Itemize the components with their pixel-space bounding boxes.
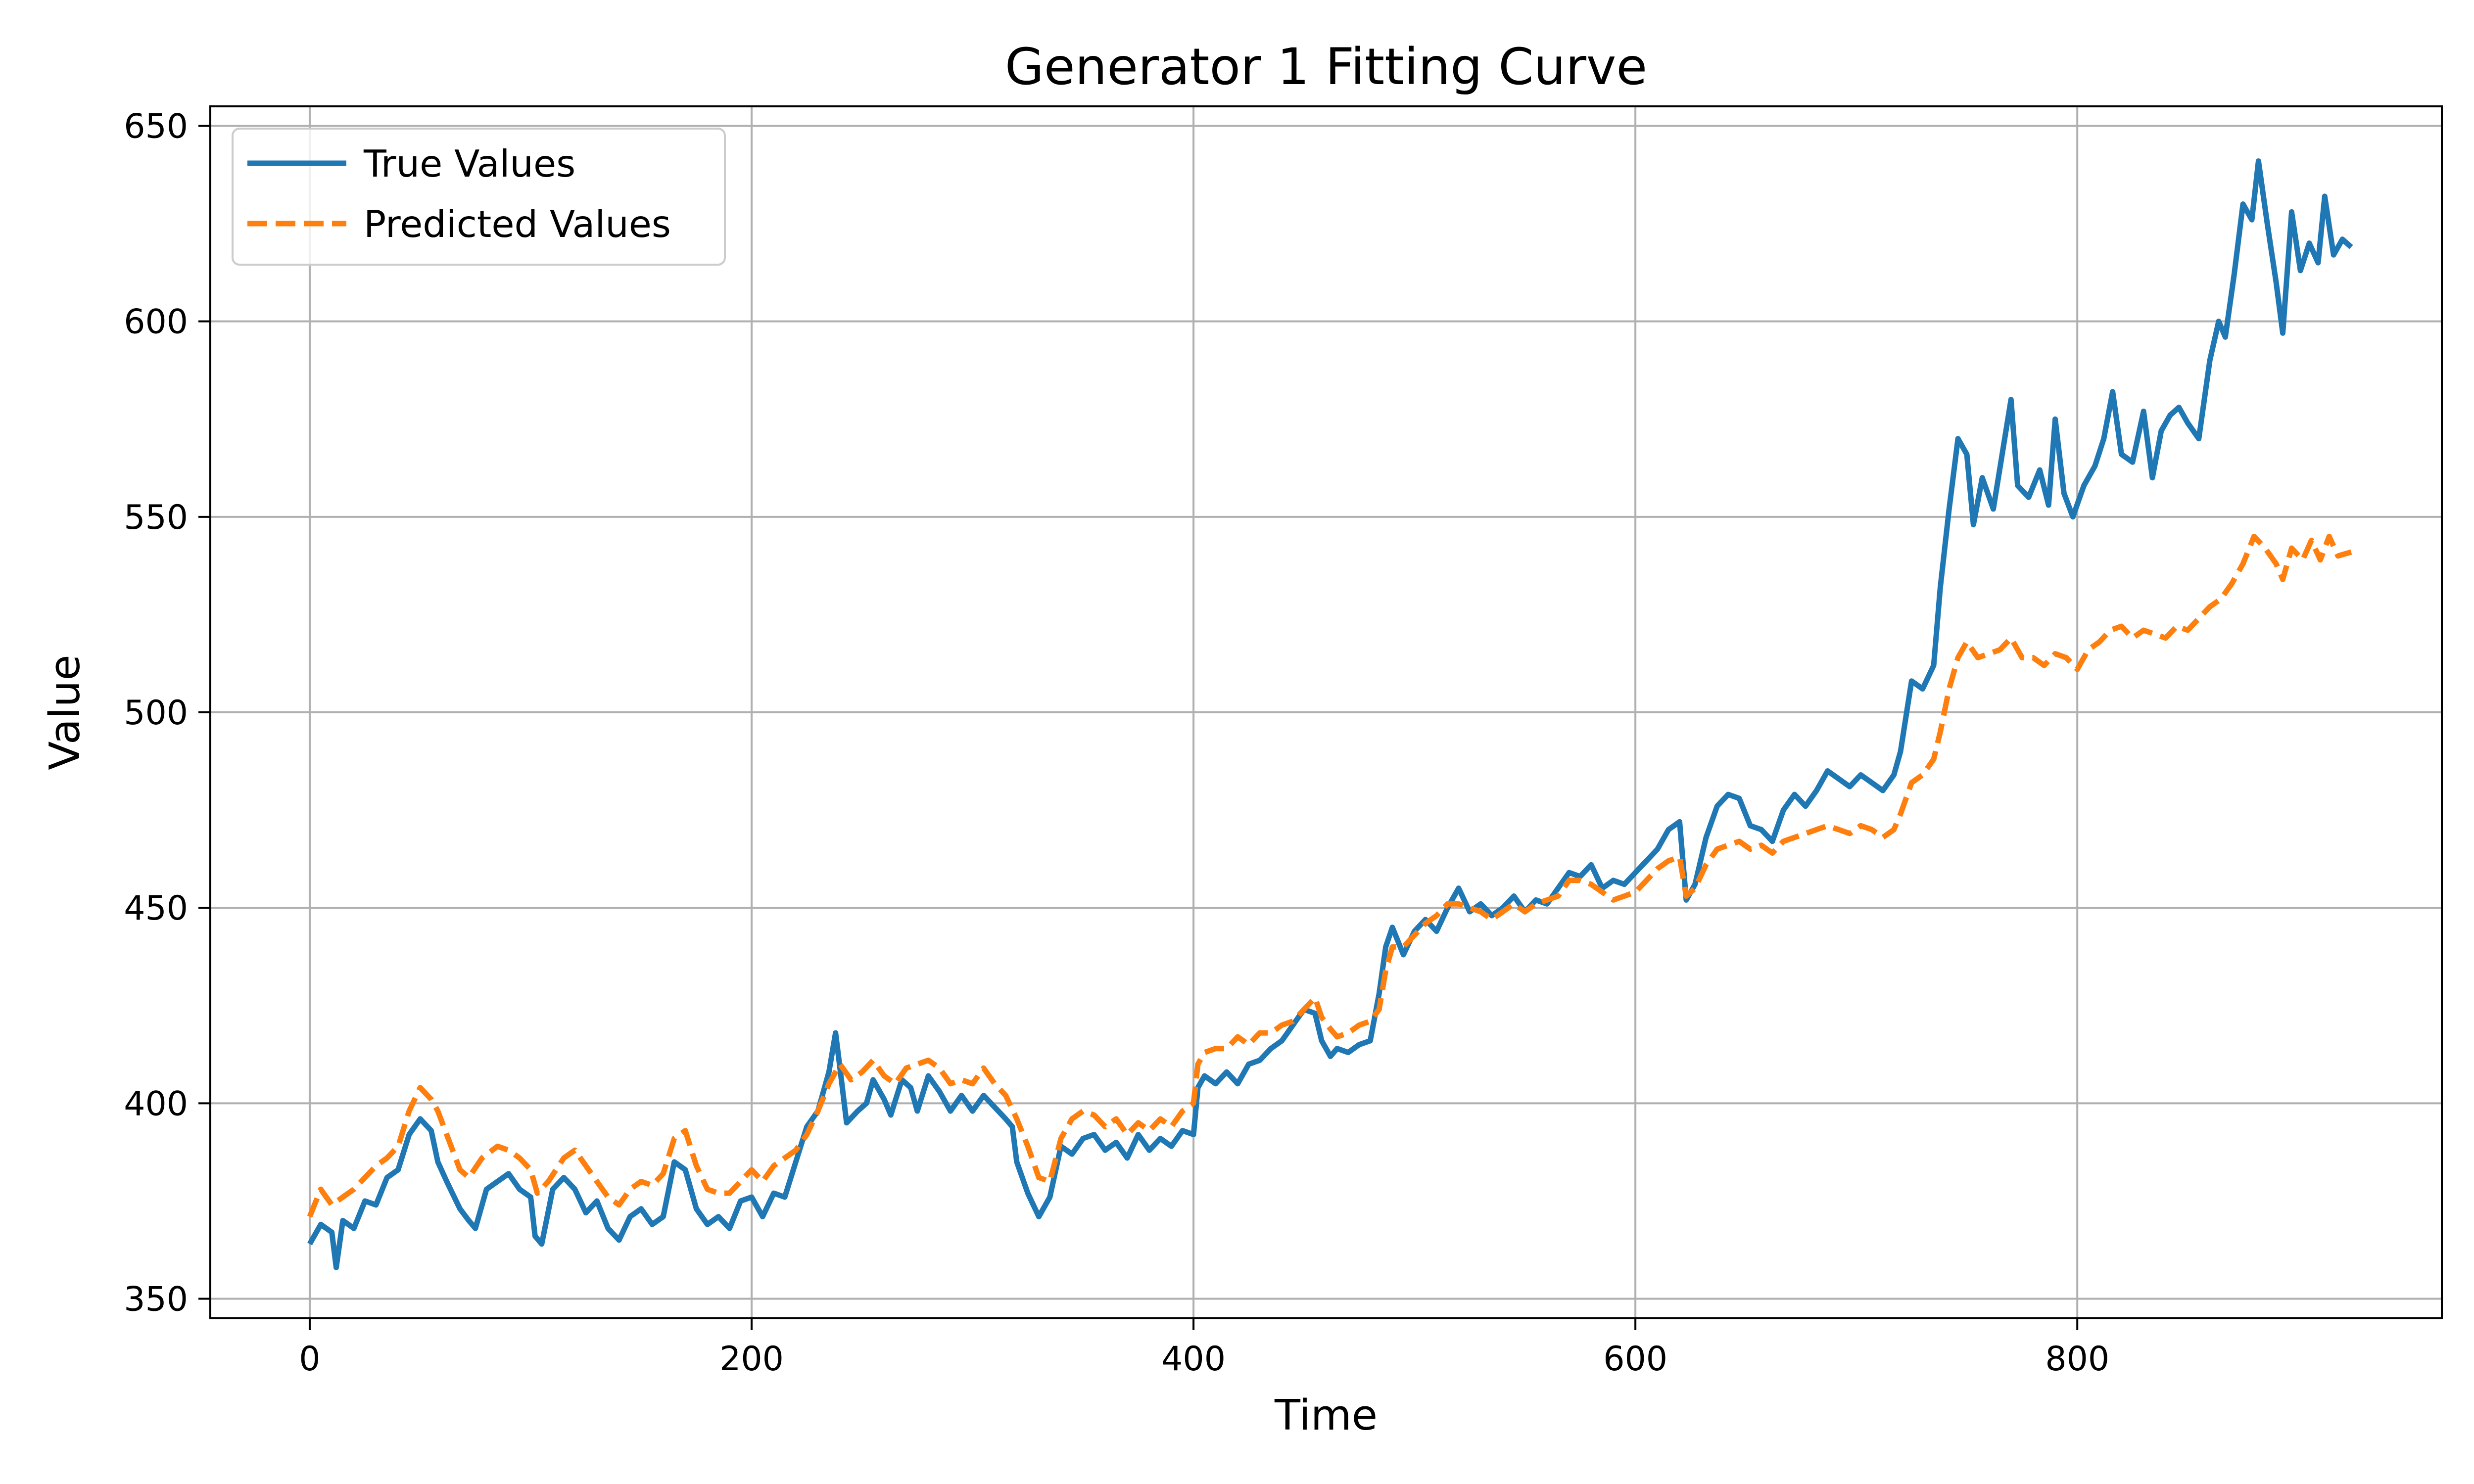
legend-entry-label: True Values	[363, 142, 575, 186]
legend: True Values Predicted Values	[232, 128, 726, 266]
y-tick-label: 450	[124, 889, 188, 928]
y-tick-label: 500	[124, 694, 188, 733]
series-line-true-values	[307, 158, 2353, 1270]
x-tick-label: 400	[1161, 1340, 1226, 1379]
x-tick-label: 0	[299, 1340, 320, 1379]
series-lines	[307, 158, 2353, 1270]
y-tick-label: 400	[124, 1084, 188, 1123]
legend-entry-label: Predicted Values	[364, 202, 671, 246]
y-tick-label: 550	[124, 498, 188, 537]
chart-title: Generator 1 Fitting Curve	[1005, 38, 1647, 96]
legend-box	[232, 128, 726, 266]
series-line-predicted-values	[307, 533, 2352, 1218]
grid	[210, 106, 2442, 1318]
axis-ticks: 0 200 400 600 800 350 400 450 500 550 600 650	[124, 107, 2109, 1379]
y-axis-label: Value	[41, 654, 90, 770]
x-tick-label: 600	[1603, 1340, 1667, 1379]
y-tick-label: 650	[124, 107, 188, 146]
x-axis-label: Time	[1274, 1391, 1378, 1440]
y-tick-label: 350	[124, 1280, 188, 1319]
x-tick-label: 200	[719, 1340, 784, 1379]
x-tick-label: 800	[2045, 1340, 2109, 1379]
y-tick-label: 600	[124, 303, 188, 342]
